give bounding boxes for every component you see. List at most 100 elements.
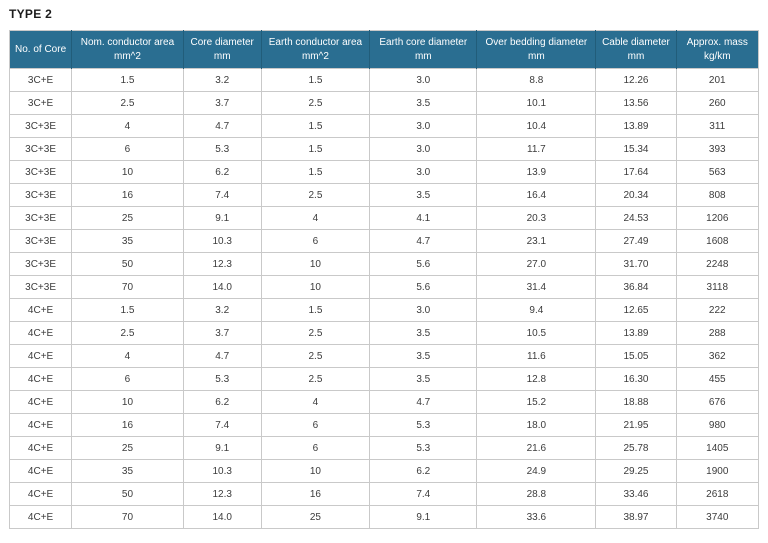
cell-approx-mass: 288 <box>675 321 760 345</box>
cell-earth-core-diameter: 5.6 <box>369 252 478 276</box>
cell-over-bedding-diameter: 20.3 <box>476 206 597 230</box>
cell-no-of-core: 4C+E <box>8 344 73 368</box>
cell-earth-core-diameter: 5.3 <box>369 436 478 460</box>
cell-cable-diameter: 16.30 <box>595 367 677 391</box>
column-label: No. of Core <box>15 43 67 55</box>
cell-approx-mass: 563 <box>675 160 760 184</box>
table-row: 3C+3E 6 5.3 1.5 3.0 11.7 15.34 393 <box>8 137 760 161</box>
cell-core-diameter: 7.4 <box>182 183 262 207</box>
cell-nom-conductor-area: 25 <box>71 206 184 230</box>
cell-core-diameter: 4.7 <box>182 114 262 138</box>
column-label: Approx. mass <box>686 37 748 48</box>
cell-cable-diameter: 13.89 <box>595 321 677 345</box>
cell-nom-conductor-area: 16 <box>71 413 184 437</box>
cell-earth-core-diameter: 4.1 <box>369 206 478 230</box>
column-header-earth-conductor-area: Earth conductor area mm^2 <box>260 30 370 69</box>
cell-earth-conductor-area: 6 <box>260 436 371 460</box>
cell-earth-conductor-area: 4 <box>260 390 371 414</box>
cell-cable-diameter: 25.78 <box>595 436 677 460</box>
cell-over-bedding-diameter: 11.6 <box>476 344 597 368</box>
cell-over-bedding-diameter: 11.7 <box>476 137 597 161</box>
cell-cable-diameter: 13.89 <box>595 114 677 138</box>
cell-over-bedding-diameter: 18.0 <box>476 413 597 437</box>
cell-over-bedding-diameter: 24.9 <box>476 459 597 483</box>
cell-cable-diameter: 29.25 <box>595 459 677 483</box>
cell-cable-diameter: 20.34 <box>595 183 677 207</box>
column-header-cable-diameter: Cable diameter mm <box>595 30 677 69</box>
cell-earth-core-diameter: 6.2 <box>369 459 478 483</box>
cell-no-of-core: 3C+3E <box>8 114 73 138</box>
cell-earth-conductor-area: 1.5 <box>260 160 371 184</box>
cell-no-of-core: 4C+E <box>8 367 73 391</box>
cell-earth-conductor-area: 1.5 <box>260 68 371 92</box>
column-unit: mm <box>414 50 432 62</box>
column-unit: mm <box>528 50 545 62</box>
column-unit: mm <box>213 50 231 62</box>
cell-nom-conductor-area: 1.5 <box>71 68 184 92</box>
cell-core-diameter: 10.3 <box>182 229 262 253</box>
cell-cable-diameter: 12.65 <box>595 298 677 322</box>
cell-nom-conductor-area: 25 <box>71 436 184 460</box>
cell-earth-core-diameter: 9.1 <box>369 505 478 529</box>
cell-approx-mass: 362 <box>675 344 760 368</box>
cell-core-diameter: 4.7 <box>182 344 262 368</box>
cell-nom-conductor-area: 4 <box>71 114 184 138</box>
page: TYPE 2 No. of Core Nom. conductor area mm^… <box>8 7 760 529</box>
cell-core-diameter: 14.0 <box>182 505 262 529</box>
page-title: TYPE 2 <box>9 7 53 21</box>
cell-nom-conductor-area: 2.5 <box>71 91 184 115</box>
cell-earth-conductor-area: 2.5 <box>260 344 371 368</box>
cell-cable-diameter: 31.70 <box>595 252 677 276</box>
column-unit: mm <box>627 50 645 62</box>
cell-no-of-core: 4C+E <box>8 459 73 483</box>
cell-earth-core-diameter: 3.5 <box>369 344 478 368</box>
cell-earth-core-diameter: 3.0 <box>369 68 478 92</box>
cell-approx-mass: 1405 <box>675 436 760 460</box>
cell-over-bedding-diameter: 21.6 <box>476 436 597 460</box>
column-header-over-bedding-diameter: Over bedding diameter mm <box>476 30 596 69</box>
cell-no-of-core: 4C+E <box>8 482 73 506</box>
cell-approx-mass: 3118 <box>675 275 760 299</box>
cell-nom-conductor-area: 70 <box>71 505 184 529</box>
table-row: 3C+3E 35 10.3 6 4.7 23.1 27.49 1608 <box>8 229 760 253</box>
table-row: 4C+E 1.5 3.2 1.5 3.0 9.4 12.65 222 <box>8 298 760 322</box>
cell-approx-mass: 3740 <box>675 505 760 529</box>
cell-no-of-core: 4C+E <box>8 413 73 437</box>
cell-nom-conductor-area: 6 <box>71 367 184 391</box>
cell-earth-conductor-area: 1.5 <box>260 137 371 161</box>
cell-cable-diameter: 36.84 <box>595 275 677 299</box>
cell-earth-conductor-area: 10 <box>260 252 371 276</box>
table-row: 3C+3E 50 12.3 10 5.6 27.0 31.70 2248 <box>8 252 760 276</box>
cell-approx-mass: 201 <box>675 68 760 92</box>
cell-core-diameter: 6.2 <box>182 390 262 414</box>
cell-earth-conductor-area: 2.5 <box>260 91 371 115</box>
column-header-nom-conductor-area: Nom. conductor area mm^2 <box>71 30 184 69</box>
cell-earth-conductor-area: 6 <box>260 413 371 437</box>
cell-core-diameter: 6.2 <box>182 160 262 184</box>
cell-cable-diameter: 21.95 <box>595 413 677 437</box>
table-row: 3C+3E 10 6.2 1.5 3.0 13.9 17.64 563 <box>8 160 760 184</box>
cell-earth-conductor-area: 1.5 <box>260 114 371 138</box>
column-header-core-diameter: Core diameter mm <box>182 30 262 69</box>
cell-core-diameter: 12.3 <box>182 252 262 276</box>
column-unit: kg/km <box>703 50 731 62</box>
cell-approx-mass: 311 <box>675 114 760 138</box>
cell-approx-mass: 1608 <box>675 229 760 253</box>
cell-cable-diameter: 17.64 <box>595 160 677 184</box>
cell-no-of-core: 3C+3E <box>8 229 73 253</box>
cell-cable-diameter: 15.05 <box>595 344 677 368</box>
cell-nom-conductor-area: 1.5 <box>71 298 184 322</box>
cell-nom-conductor-area: 6 <box>71 137 184 161</box>
cell-over-bedding-diameter: 28.8 <box>476 482 597 506</box>
table-row: 4C+E 6 5.3 2.5 3.5 12.8 16.30 455 <box>8 367 760 391</box>
cell-core-diameter: 14.0 <box>182 275 262 299</box>
cell-nom-conductor-area: 35 <box>71 459 184 483</box>
cell-earth-core-diameter: 3.0 <box>369 160 478 184</box>
cell-earth-core-diameter: 4.7 <box>369 229 478 253</box>
column-label: Core diameter <box>190 37 254 48</box>
cell-no-of-core: 3C+E <box>8 91 73 115</box>
cell-over-bedding-diameter: 15.2 <box>476 390 597 414</box>
cell-earth-conductor-area: 10 <box>260 275 371 299</box>
table-row: 4C+E 35 10.3 10 6.2 24.9 29.25 1900 <box>8 459 760 483</box>
table-row: 3C+E 2.5 3.7 2.5 3.5 10.1 13.56 260 <box>8 91 760 115</box>
